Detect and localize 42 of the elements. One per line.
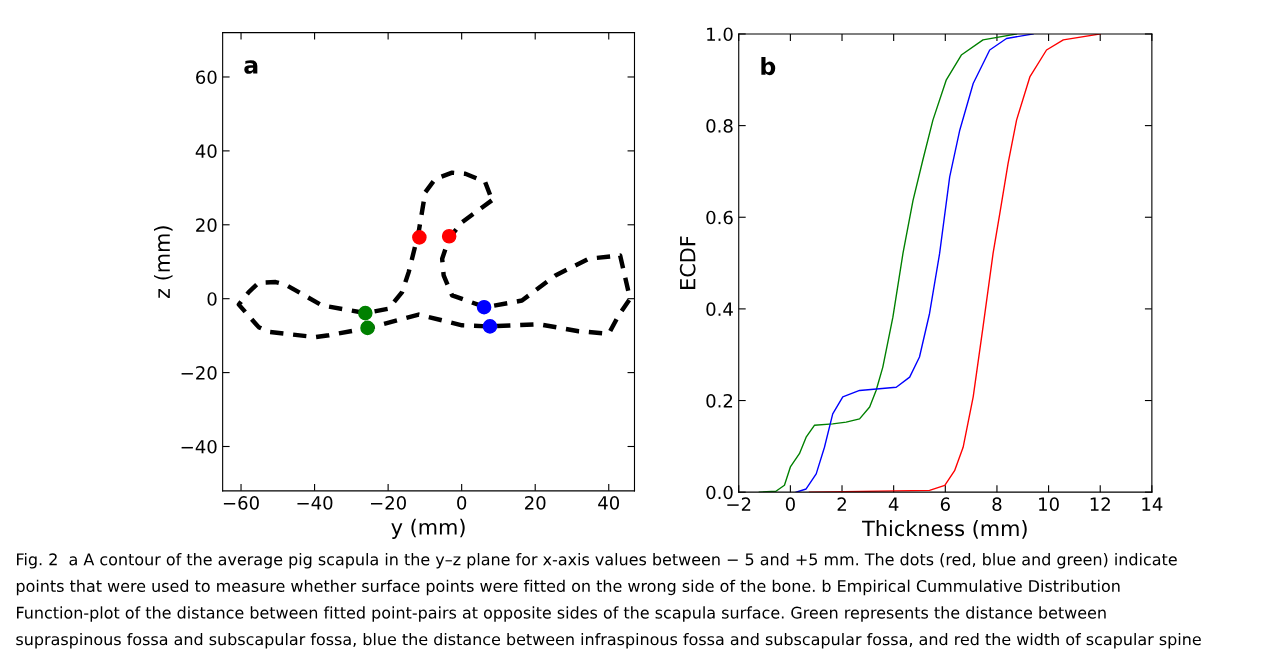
point xyxy=(412,230,427,245)
point xyxy=(360,320,375,336)
y-tick-label: −40 xyxy=(181,439,217,454)
x-tick-label: 12 xyxy=(1090,497,1110,511)
y-tick-label: 0.2 xyxy=(706,393,733,408)
x-tick-label: 0 xyxy=(457,496,467,510)
y-tick-label: 0.6 xyxy=(706,210,733,225)
x-axis-title: y (mm) xyxy=(391,518,465,539)
x-tick-label: −20 xyxy=(370,496,406,510)
x-tick-label: 10 xyxy=(1039,497,1059,512)
x-tick-label: 8 xyxy=(992,497,1002,512)
y-tick-label: 0.8 xyxy=(706,119,733,133)
annotation: b xyxy=(761,56,776,76)
y-tick-label: 0 xyxy=(207,292,217,306)
x-tick-label: 0 xyxy=(785,497,795,512)
y-axis-title: ECDF xyxy=(679,236,696,289)
point xyxy=(476,299,492,315)
caption: Fig. 2 a A contour of the average pig scapula in the y–z plane for x-axis values between − 5 and +5 mm. The dots (red, blue and green) indicate xyxy=(17,553,1177,569)
x-tick-label: 40 xyxy=(598,496,620,510)
x-tick-label: 14 xyxy=(1142,497,1163,511)
y-tick-label: −20 xyxy=(181,366,217,380)
point xyxy=(441,228,457,244)
y-axis-title: z (mm) xyxy=(153,226,173,299)
annotation: a xyxy=(244,60,258,74)
point xyxy=(358,305,373,321)
text: points that were used to measure whether surface points were fitted on the wrong side of the bone. b Empirical Cummulative Distribution xyxy=(16,579,1120,596)
x-tick-label: −40 xyxy=(297,496,333,510)
y-tick-label: 40 xyxy=(195,144,217,158)
x-tick-label: 20 xyxy=(525,496,546,510)
y-tick-label: 1.0 xyxy=(707,27,733,42)
y-tick-label: 60 xyxy=(196,70,217,85)
x-axis-title: Thickness (mm) xyxy=(862,520,1027,539)
y-tick-label: 0.4 xyxy=(706,302,733,317)
x-tick-label: 2 xyxy=(837,497,846,511)
line-series xyxy=(236,170,633,340)
point xyxy=(482,319,498,334)
text: Function-plot of the distance between fitted point-pairs at opposite sides of the scapula surface. Green represents the distance between xyxy=(17,606,1106,622)
text: supraspinous fossa and subscapular fossa, blue the distance between infraspinous fossa and subscapular fossa, and red the width of scapular spine xyxy=(16,632,1201,649)
x-tick-label: −60 xyxy=(223,496,259,510)
x-tick-label: 6 xyxy=(940,497,950,512)
y-tick-label: 20 xyxy=(196,218,217,232)
x-tick-label: 4 xyxy=(888,497,899,511)
